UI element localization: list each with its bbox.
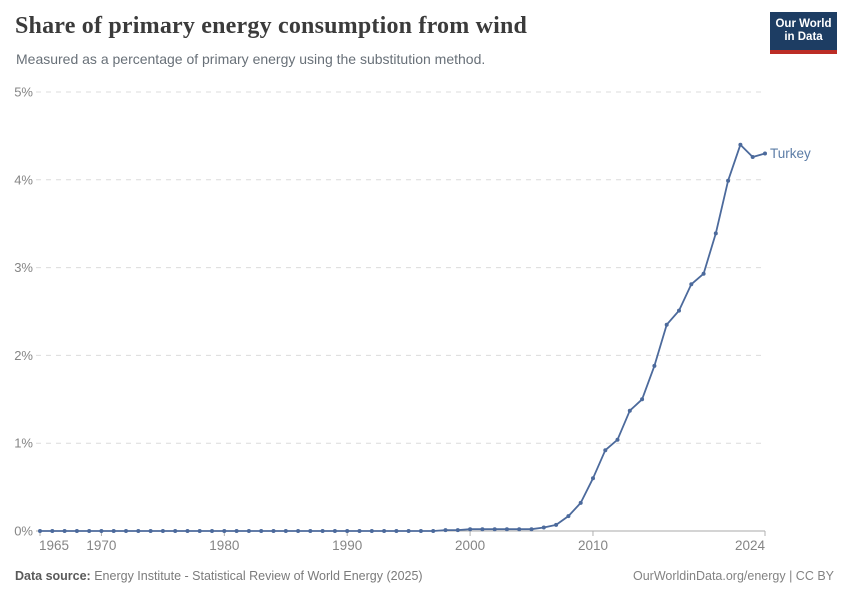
owid-logo[interactable]: Our World in Data: [770, 12, 837, 54]
data-point-1987[interactable]: [308, 529, 313, 533]
data-point-1995[interactable]: [406, 529, 411, 533]
data-point-2018[interactable]: [689, 282, 694, 287]
data-point-1966[interactable]: [50, 529, 55, 533]
data-point-1967[interactable]: [62, 529, 67, 533]
data-point-1981[interactable]: [234, 529, 239, 533]
data-point-2023[interactable]: [750, 155, 755, 159]
data-point-1969[interactable]: [87, 529, 92, 533]
x-tick-label: 1980: [209, 538, 239, 553]
data-source-label: Data source:: [15, 569, 91, 583]
x-tick-label: 2000: [455, 538, 485, 553]
data-point-2008[interactable]: [566, 514, 571, 519]
data-point-1990[interactable]: [345, 529, 350, 533]
data-point-1986[interactable]: [296, 529, 301, 533]
owid-logo-box: Our World in Data: [770, 12, 837, 50]
y-tick-label: 0%: [14, 524, 33, 539]
data-point-1998[interactable]: [443, 528, 448, 533]
data-point-2012[interactable]: [615, 437, 620, 442]
data-point-1977[interactable]: [185, 529, 190, 533]
y-tick-label: 2%: [14, 348, 33, 363]
data-point-1978[interactable]: [197, 529, 202, 533]
data-point-2004[interactable]: [517, 527, 522, 532]
data-point-2002[interactable]: [492, 527, 497, 532]
data-point-2009[interactable]: [578, 500, 583, 505]
x-tick-label: 1965: [39, 538, 69, 553]
data-point-1984[interactable]: [271, 529, 276, 533]
data-point-1993[interactable]: [382, 529, 387, 533]
data-point-2022[interactable]: [738, 142, 743, 147]
data-point-2006[interactable]: [541, 525, 546, 530]
data-point-2017[interactable]: [677, 308, 681, 313]
chart-subtitle: Measured as a percentage of primary ener…: [16, 51, 486, 67]
data-point-2014[interactable]: [640, 397, 645, 402]
logo-text-line2: in Data: [784, 31, 823, 43]
data-point-2010[interactable]: [591, 476, 595, 481]
data-point-1997[interactable]: [431, 529, 436, 533]
data-point-2020[interactable]: [713, 231, 718, 236]
data-point-1999[interactable]: [455, 528, 460, 533]
data-point-1974[interactable]: [148, 529, 153, 533]
data-point-1976[interactable]: [173, 529, 178, 533]
data-point-2019[interactable]: [701, 271, 706, 276]
data-point-2015[interactable]: [652, 363, 657, 368]
series-line-turkey[interactable]: [40, 143, 766, 532]
data-point-1980[interactable]: [222, 529, 227, 533]
page-title: Share of primary energy consumption from…: [15, 13, 528, 39]
data-point-2021[interactable]: [726, 178, 731, 183]
y-tick-label: 3%: [14, 260, 33, 275]
x-tick-label: 2010: [578, 538, 608, 553]
y-tick-label: 5%: [14, 85, 33, 100]
data-point-2013[interactable]: [627, 408, 632, 413]
logo-red-stripe: [770, 50, 837, 54]
data-point-1965[interactable]: [38, 529, 42, 533]
data-point-1988[interactable]: [320, 529, 325, 533]
data-point-2024[interactable]: [763, 151, 767, 156]
data-point-1979[interactable]: [210, 529, 214, 533]
data-point-1994[interactable]: [394, 529, 399, 533]
data-point-1982[interactable]: [246, 529, 251, 533]
data-point-1975[interactable]: [160, 529, 165, 533]
data-point-1970[interactable]: [99, 529, 104, 533]
logo-text-line1: Our World: [775, 18, 832, 30]
data-point-1971[interactable]: [111, 529, 116, 533]
data-point-1992[interactable]: [369, 529, 374, 533]
data-point-2000[interactable]: [468, 527, 473, 532]
data-point-1991[interactable]: [357, 529, 362, 533]
data-point-1989[interactable]: [332, 529, 337, 533]
data-source: Data source: Energy Institute - Statisti…: [15, 569, 423, 583]
data-source-value: Energy Institute - Statistical Review of…: [90, 569, 423, 583]
credit-line: OurWorldinData.org/energy | CC BY: [632, 569, 834, 583]
y-tick-label: 1%: [14, 436, 33, 451]
data-point-2005[interactable]: [529, 527, 534, 532]
data-point-2001[interactable]: [480, 527, 485, 532]
x-tick-label: 1970: [86, 538, 116, 553]
data-point-1972[interactable]: [124, 529, 128, 533]
y-tick-label: 4%: [14, 172, 33, 187]
data-point-1985[interactable]: [283, 529, 288, 533]
x-tick-label: 1990: [332, 538, 362, 553]
data-point-2011[interactable]: [603, 448, 608, 453]
data-point-1996[interactable]: [418, 529, 423, 533]
data-point-1983[interactable]: [259, 529, 264, 533]
series-label-turkey[interactable]: Turkey: [770, 146, 811, 161]
data-point-1968[interactable]: [74, 529, 79, 533]
data-point-1973[interactable]: [136, 529, 141, 533]
data-point-2007[interactable]: [554, 522, 559, 527]
data-point-2016[interactable]: [664, 322, 669, 327]
x-tick-label: 2024: [735, 538, 766, 553]
data-point-2003[interactable]: [504, 527, 509, 532]
